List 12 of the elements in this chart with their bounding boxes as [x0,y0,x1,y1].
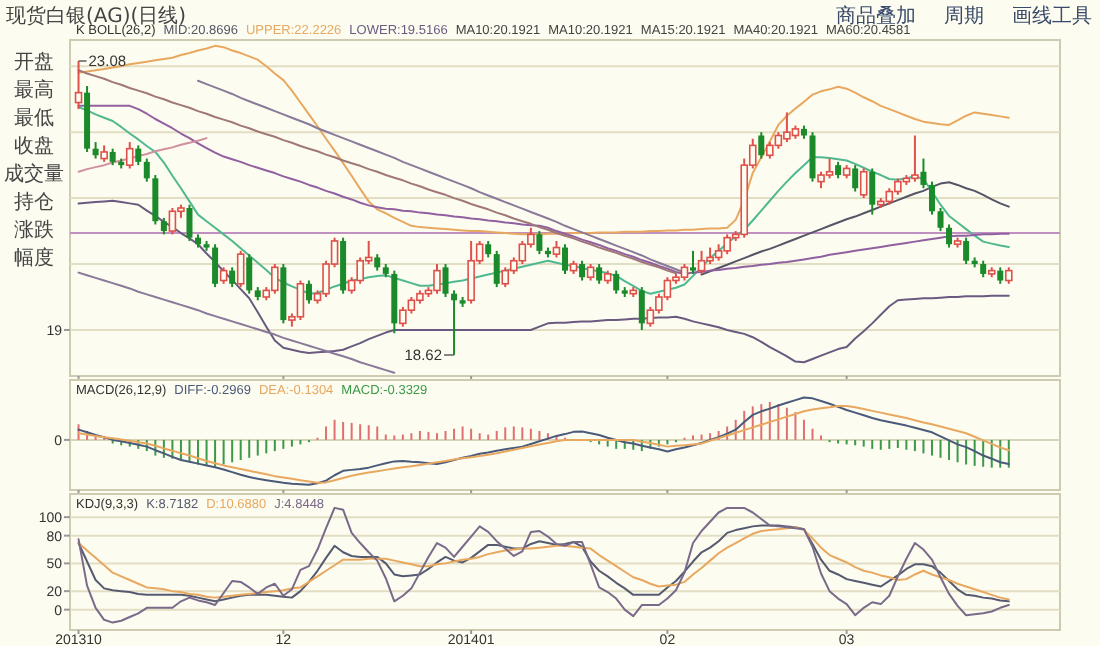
chart-title: 现货白银(AG)(日线) [6,4,187,28]
text: 画线工具 [1012,4,1092,28]
text: 涨跌 [14,218,54,242]
text: 收盘 [14,134,54,158]
text: 最低 [14,108,54,130]
text: 持仓 [14,190,54,214]
text: 最高 [14,78,54,102]
text: 周期 [944,4,984,28]
text: 商品叠加 [836,4,916,28]
text: 成交量 [4,162,64,186]
text: 开盘 [14,50,54,74]
text: 幅度 [14,246,54,270]
